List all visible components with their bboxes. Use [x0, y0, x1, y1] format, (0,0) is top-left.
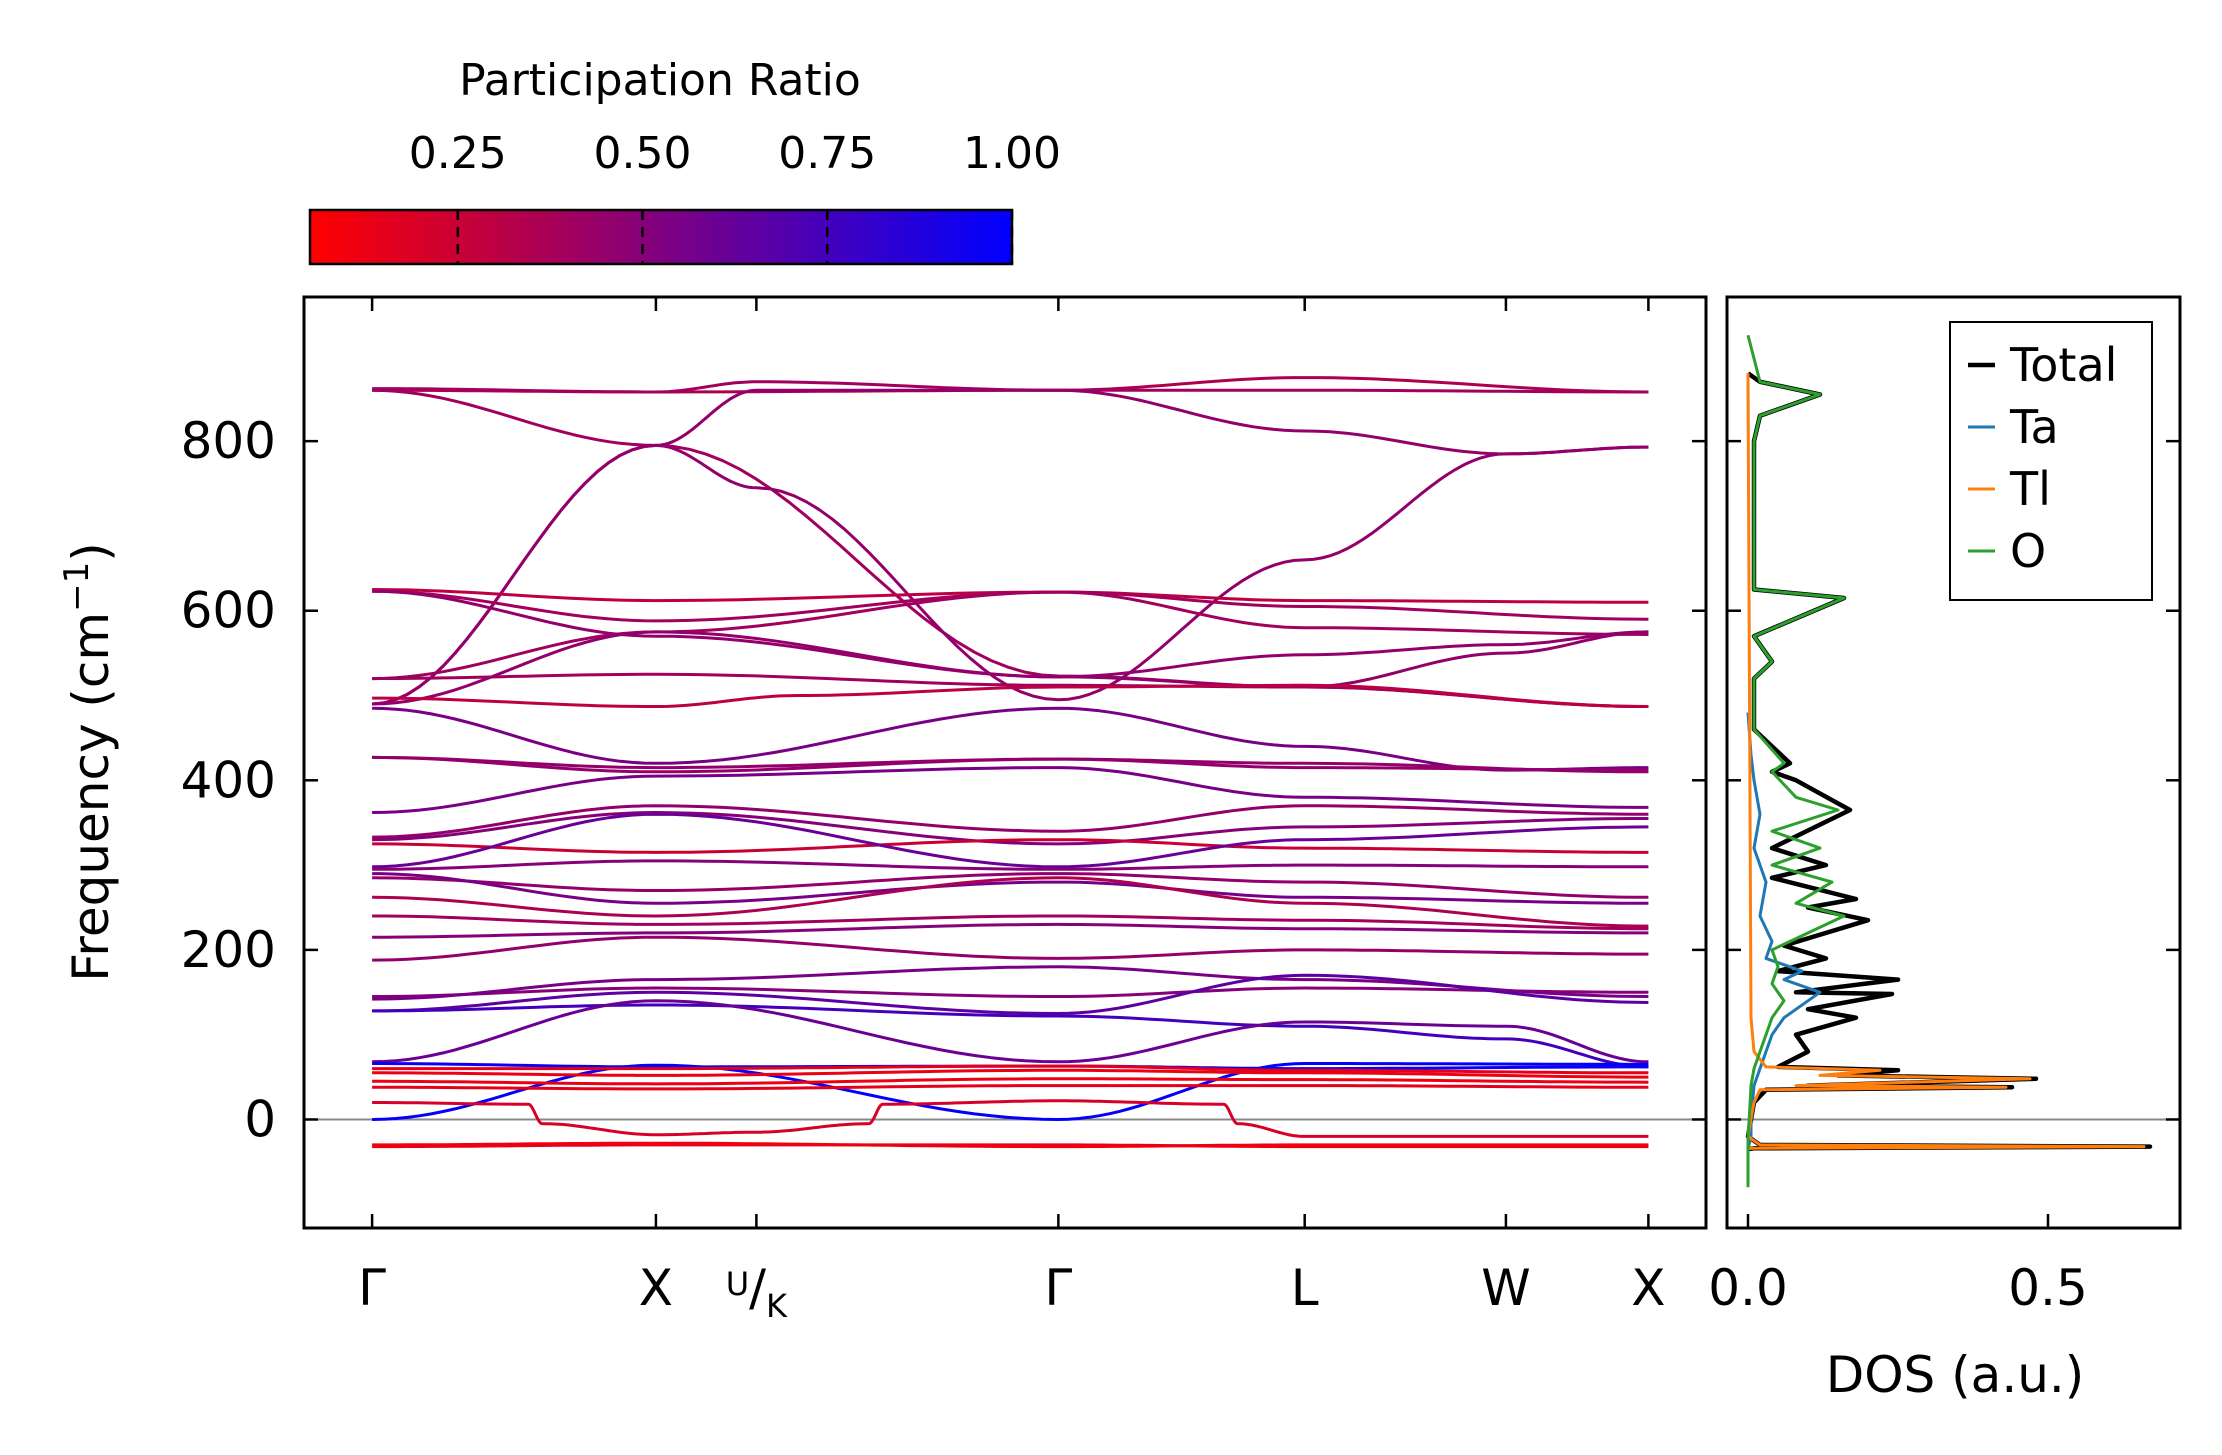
kpoint-label-u: U	[726, 1265, 749, 1303]
phonon-band-39	[372, 1141, 1649, 1149]
phonon-band-7	[372, 590, 1649, 681]
phonon-band-16	[372, 804, 1649, 839]
kpoint-label: L	[1291, 1259, 1319, 1317]
phonon-band-28	[372, 965, 1649, 1001]
phonon-band-1	[372, 380, 1649, 394]
frequency-axis-label-main: Frequency (cm	[62, 612, 120, 982]
frequency-tick-label: 600	[181, 582, 276, 640]
phonon-band-36	[372, 1077, 1649, 1086]
frequency-tick-label: 0	[244, 1090, 276, 1148]
phonon-band-15	[372, 766, 1649, 814]
phonon-band-24	[372, 914, 1649, 931]
phonon-band-37	[372, 1084, 1649, 1091]
dos-tick-label: 0.0	[1708, 1259, 1788, 1317]
colorbar-tick-label: 0.75	[778, 128, 876, 179]
phonon-band-18	[372, 838, 1649, 854]
phonon-band-22	[372, 872, 1649, 905]
frequency-axis-label: Frequency (cm−1)	[57, 542, 120, 982]
colorbar: Participation Ratio 0.25 0.50 0.75 1.00	[308, 55, 1061, 266]
dos-series-tl	[1746, 373, 2146, 1151]
frequency-axis-label-exponent: −1	[57, 562, 97, 612]
dos-series-ta	[1746, 712, 1822, 1150]
frequency-tick-label: 200	[181, 921, 276, 979]
dos-series-o	[1746, 334, 1846, 1188]
phonon-band-8	[372, 589, 1649, 679]
band-structure-axes-frame	[302, 295, 1708, 1230]
phonon-band-40	[372, 1143, 1649, 1149]
legend-label-total: Total	[2009, 338, 2117, 392]
phonon-band-6	[372, 589, 1649, 623]
dos-panel: 0.0 0.5 DOS (a.u.) Total Ta Tl O	[1708, 295, 2182, 1404]
kpoint-label: X	[1631, 1259, 1665, 1317]
phonon-band-4	[371, 443, 1649, 706]
phonon-band-27	[372, 986, 1649, 998]
phonon-band-14	[372, 755, 1649, 772]
phonon-band-35	[372, 1068, 1649, 1079]
colorbar-gradient	[308, 208, 1014, 266]
dos-tick-label: 0.5	[2008, 1259, 2088, 1317]
phonon-band-26	[372, 935, 1649, 962]
phonon-band-10	[372, 672, 1649, 708]
phonon-band-17	[372, 811, 1649, 846]
kpoint-label-uk: U/K	[726, 1259, 788, 1325]
kpoint-label: Γ	[1044, 1259, 1072, 1317]
legend-label-o: O	[2010, 524, 2046, 578]
kpoint-label: X	[639, 1259, 673, 1317]
legend-box	[1949, 321, 2153, 601]
legend-label-ta: Ta	[2009, 400, 2059, 454]
frequency-axis-label-close: )	[62, 542, 120, 562]
phonon-band-31	[372, 999, 1649, 1064]
colorbar-tick-label: 0.50	[594, 128, 692, 179]
colorbar-tick-label: 1.00	[963, 128, 1061, 179]
phonon-band-20	[372, 859, 1649, 871]
kpoint-label: Γ	[358, 1259, 386, 1317]
phonon-band-25	[372, 922, 1649, 939]
kpoint-label: W	[1481, 1259, 1530, 1317]
dos-axis-label: DOS (a.u.)	[1826, 1346, 2085, 1404]
phonon-band-23	[372, 876, 1649, 928]
band-structure-panel: 0 200 400 600 800 Γ X U/K Γ L W X Frequency (cm−1)	[57, 295, 1708, 1325]
dos-legend: Total Ta Tl O	[1949, 321, 2153, 601]
phonon-band-38	[372, 1099, 1649, 1138]
colorbar-tick-label: 0.25	[409, 128, 507, 179]
phonon-band-19	[372, 812, 1649, 869]
kpoint-label-slash: /	[749, 1259, 766, 1317]
phonon-band-33	[372, 1062, 1649, 1121]
phonon-band-5	[372, 588, 1649, 604]
phonon-band-29	[372, 973, 1649, 1015]
legend-label-tl: Tl	[2009, 462, 2051, 516]
frequency-tick-label: 400	[181, 751, 276, 809]
colorbar-label: Participation Ratio	[459, 55, 861, 106]
frequency-tick-label: 800	[181, 412, 276, 470]
phonon-band-9	[372, 630, 1649, 706]
dos-axes-frame	[1725, 295, 2182, 1230]
phonon-band-21	[372, 872, 1649, 899]
phonon-band-34	[372, 1064, 1649, 1075]
kpoint-label-k: K	[766, 1287, 788, 1325]
phonon-band-11	[372, 683, 1649, 708]
